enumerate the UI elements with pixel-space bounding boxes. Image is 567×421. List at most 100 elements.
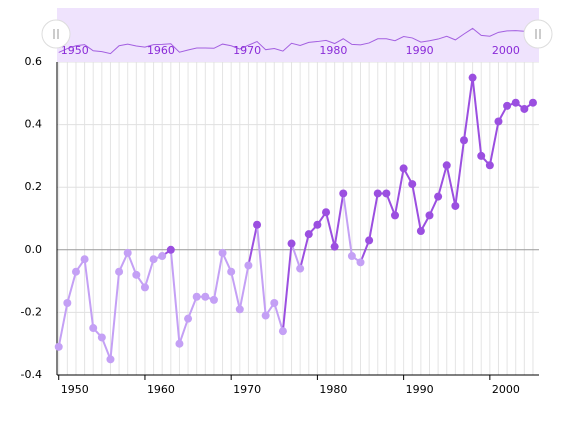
data-point [244, 261, 253, 270]
scrollbar[interactable] [57, 8, 539, 62]
data-point [106, 355, 115, 364]
y-tick-label: 0.0 [25, 243, 43, 256]
data-point [347, 252, 356, 261]
line-segment [230, 271, 241, 310]
data-point [313, 220, 322, 229]
x-tick-label: 1950 [61, 383, 89, 396]
line-segment [169, 249, 181, 344]
data-point [253, 220, 262, 229]
data-point [227, 267, 236, 276]
line-segment [290, 243, 302, 269]
data-point [97, 333, 106, 342]
line-segment [454, 140, 465, 207]
data-point [123, 248, 132, 257]
data-point [287, 239, 296, 248]
data-point [71, 267, 80, 276]
handle-grip [53, 29, 59, 39]
y-tick-label: 0.6 [25, 55, 43, 68]
data-point [399, 164, 408, 173]
data-point [416, 227, 425, 236]
data-point [425, 211, 434, 220]
line-segment [238, 265, 250, 310]
line-segment [394, 168, 405, 216]
scrollbar-line [58, 27, 533, 55]
data-point [356, 258, 365, 267]
data-point [520, 104, 529, 113]
line-segment [247, 224, 259, 266]
data-point [218, 248, 227, 257]
line-segment [66, 271, 77, 304]
data-point [166, 245, 175, 254]
line-segment [281, 243, 293, 332]
line-segment [256, 224, 267, 316]
data-point [408, 180, 417, 189]
data-point [485, 161, 494, 170]
data-point [140, 283, 149, 292]
data-point [304, 230, 313, 239]
line-segment [143, 258, 155, 288]
data-point [80, 255, 89, 264]
x-tick-label: 1980 [319, 383, 347, 396]
scrollbar-label: 1950 [61, 44, 89, 57]
line-segment [333, 193, 345, 247]
scrollbar-label: 1980 [319, 44, 347, 57]
data-point [63, 299, 72, 308]
data-point [89, 324, 98, 333]
y-tick-label: -0.4 [21, 368, 42, 381]
data-point [459, 136, 468, 145]
data-point [278, 327, 287, 336]
data-point [528, 98, 537, 107]
scrollbar-handle[interactable] [41, 19, 71, 49]
data-point [339, 189, 348, 198]
line-segment [488, 121, 500, 166]
data-point [391, 211, 400, 220]
data-point [192, 292, 201, 301]
line-segment [471, 77, 483, 157]
data-point [477, 151, 486, 160]
data-point [434, 192, 443, 201]
data-point [442, 161, 451, 170]
y-tick-label: 0.4 [25, 118, 43, 131]
data-point [373, 189, 382, 198]
data-point [261, 311, 270, 320]
scrollbar-label: 1990 [406, 44, 434, 57]
line-segment [325, 211, 336, 247]
x-tick-label: 1990 [406, 383, 434, 396]
data-point [175, 339, 184, 348]
data-point [468, 73, 477, 82]
line-segment [212, 252, 224, 301]
y-tick-label: 0.2 [25, 180, 43, 193]
line-segment [445, 165, 457, 207]
scrollbar-label: 1960 [147, 44, 175, 57]
line-segment [178, 318, 190, 345]
data-point [511, 98, 520, 107]
data-point [115, 267, 124, 276]
line-segment [299, 233, 310, 269]
data-point [209, 295, 218, 304]
line-segment [368, 193, 379, 241]
data-point [296, 264, 305, 273]
line-segment [437, 165, 448, 197]
data-point [330, 242, 339, 251]
line-segment [273, 302, 284, 332]
line-segment [411, 183, 422, 232]
x-tick-label: 1960 [147, 383, 175, 396]
data-point [322, 208, 331, 217]
handle-grip [535, 29, 541, 39]
scrollbar-handle[interactable] [523, 19, 553, 49]
data-point [158, 252, 167, 261]
data-point [235, 305, 244, 314]
line-segment [342, 193, 353, 257]
data-point [270, 299, 279, 308]
data-point [54, 342, 63, 351]
data-point [382, 189, 391, 198]
data-point [494, 117, 503, 126]
x-tick-label: 2000 [492, 383, 520, 396]
data-point [132, 270, 141, 279]
data-point [451, 201, 460, 210]
line-segment [57, 302, 69, 348]
line-segment [462, 77, 474, 141]
data-point [184, 314, 193, 323]
data-point [365, 236, 374, 245]
